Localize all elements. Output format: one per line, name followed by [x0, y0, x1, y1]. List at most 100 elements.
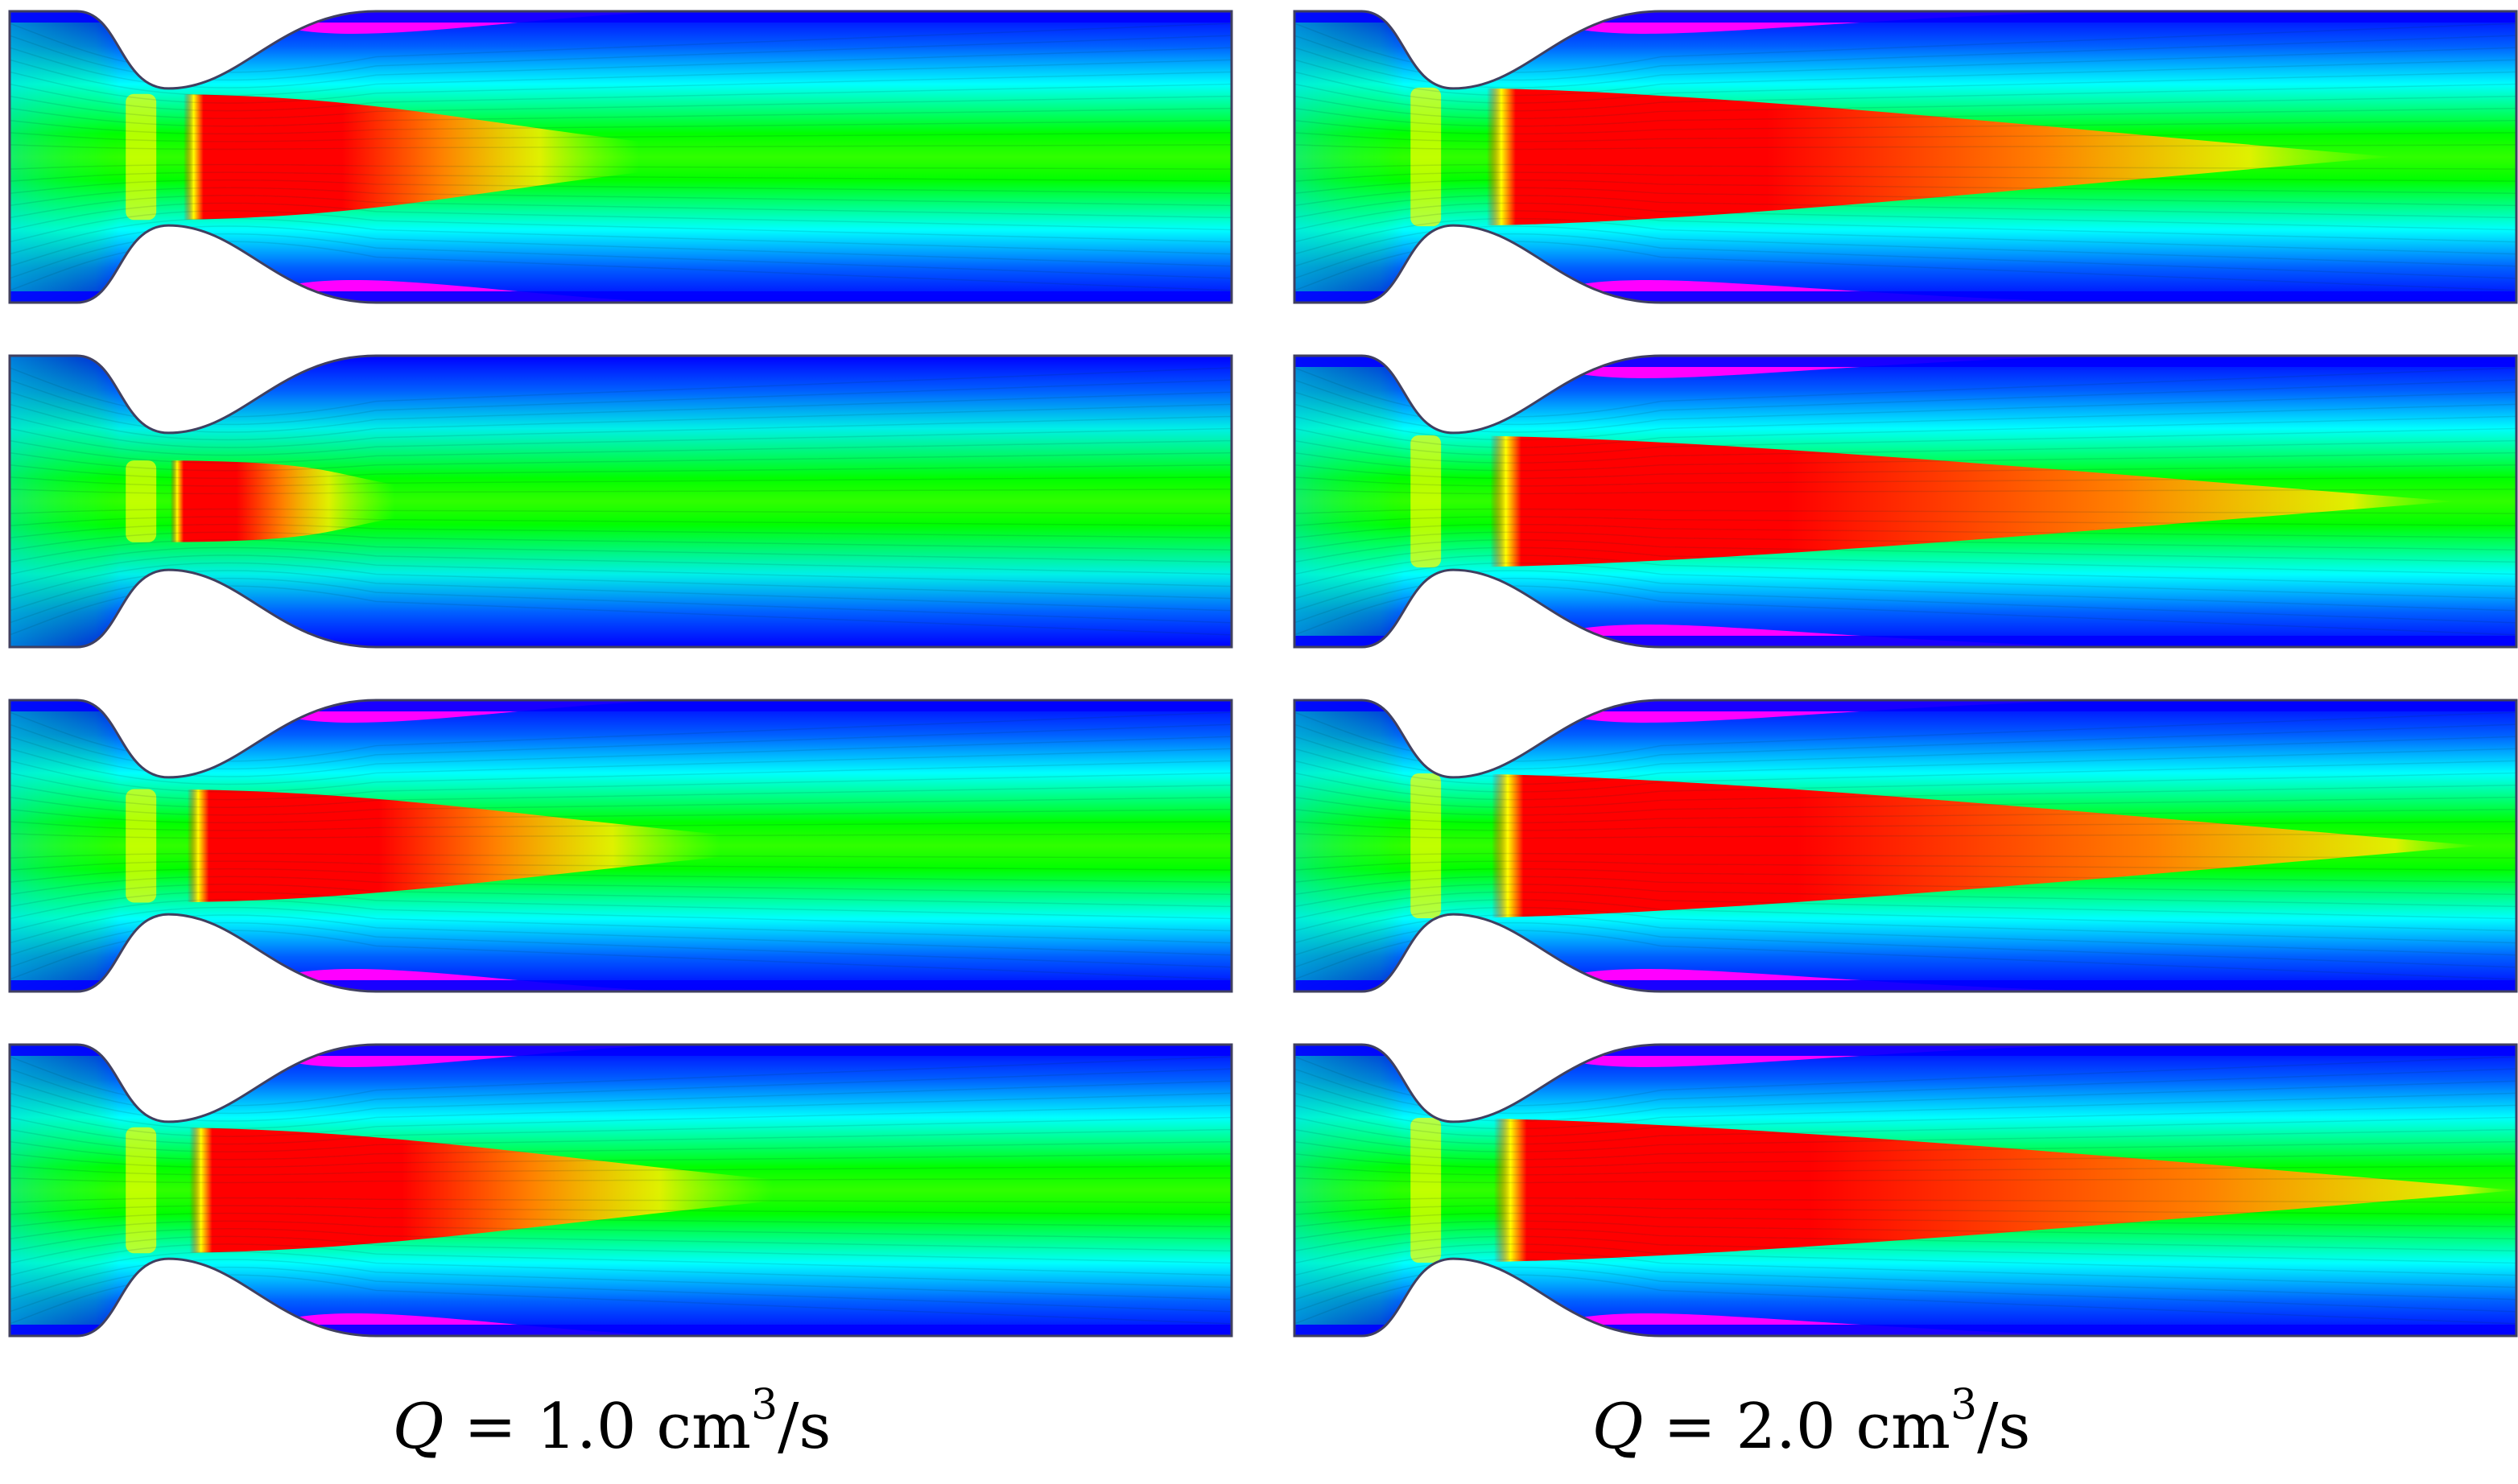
contour-line	[1294, 1197, 2516, 1203]
contour-line	[10, 1251, 1232, 1288]
contour-line	[1294, 772, 2516, 801]
contour-line	[1294, 1104, 2516, 1137]
wall-layer-top	[10, 700, 1232, 711]
jet-core	[143, 460, 584, 542]
contour-panel-right-3	[1294, 700, 2516, 991]
contour-line	[10, 1220, 1232, 1240]
contour-line	[10, 899, 1232, 932]
contour-line	[1294, 1140, 2516, 1160]
contour-line	[10, 144, 1232, 150]
contour-line	[1294, 796, 2516, 816]
contour-line	[10, 796, 1232, 816]
contour-line	[1294, 179, 2516, 194]
wall-layer-top	[10, 1045, 1232, 1056]
contour-line	[10, 906, 1232, 944]
contour-line	[1294, 1165, 2516, 1176]
contour-line	[1294, 1205, 2516, 1215]
wall-layer-top	[1294, 700, 2516, 711]
vessel-wall	[8, 1043, 1233, 1338]
contour-line	[1294, 132, 2516, 142]
contour-line	[1294, 516, 2516, 526]
contour-line	[10, 210, 1232, 243]
contour-line	[10, 1197, 1232, 1203]
contour-line	[1294, 202, 2516, 231]
contour-panel-right-4	[1294, 1045, 2516, 1336]
contour-line	[1294, 415, 2516, 448]
contour-line	[10, 179, 1232, 194]
vessel-wall	[8, 10, 1233, 304]
contour-line	[1294, 1212, 2516, 1227]
caption-flow-rate-right: Q = 2.0 cm3/s	[1449, 1383, 2173, 1471]
contour-line	[10, 163, 1232, 170]
contour-panel-left-1	[10, 11, 1232, 303]
contour-line	[1294, 1092, 2516, 1130]
contour-line	[10, 476, 1232, 487]
contour-line	[10, 451, 1232, 472]
contour-line	[1294, 451, 2516, 472]
caption-equals: =	[1643, 1391, 1736, 1463]
contour-line	[10, 488, 1232, 495]
contour-line	[1294, 1177, 2516, 1184]
contour-line	[10, 876, 1232, 896]
contour-line	[10, 1205, 1232, 1215]
caption-unit: cm	[1835, 1391, 1950, 1463]
jet-core	[143, 789, 865, 903]
caption-value: 1.0	[536, 1391, 637, 1463]
contour-line	[10, 1243, 1232, 1276]
contour-line	[10, 1235, 1232, 1264]
contour-line	[10, 1092, 1232, 1130]
contour-line	[1294, 508, 2516, 514]
vessel-wall	[1293, 354, 2518, 649]
contour-line	[10, 202, 1232, 231]
contour-line	[10, 1153, 1232, 1169]
contour-line	[10, 120, 1232, 135]
contour-line	[10, 772, 1232, 801]
contour-line	[1294, 554, 2516, 587]
contour-line	[1294, 539, 2516, 563]
contour-line	[10, 171, 1232, 182]
throat-rim	[1410, 1117, 1442, 1263]
contour-line	[10, 59, 1232, 97]
contour-line	[1294, 546, 2516, 575]
contour-panel-left-4	[10, 1045, 1232, 1336]
contour-line	[10, 546, 1232, 575]
contour-line	[1294, 531, 2516, 551]
contour-line	[10, 884, 1232, 908]
contour-line	[1294, 120, 2516, 135]
contour-line	[1294, 809, 2516, 824]
contour-line	[1294, 899, 2516, 932]
contour-panel-left-3	[10, 700, 1232, 991]
contour-line	[1294, 464, 2516, 480]
contour-line	[10, 821, 1232, 831]
throat-rim	[1410, 435, 1442, 568]
contour-line	[1294, 1153, 2516, 1169]
contour-line	[10, 1104, 1232, 1137]
contour-line	[1294, 884, 2516, 908]
wall-layer-bottom	[1294, 291, 2516, 303]
contour-line	[10, 562, 1232, 600]
caption-symbol: Q	[392, 1391, 444, 1463]
throat-rim	[1410, 773, 1442, 919]
caption-per: /s	[778, 1391, 832, 1463]
contour-line	[1294, 1251, 2516, 1288]
contour-line	[10, 809, 1232, 824]
contour-line	[1294, 1243, 2516, 1276]
contour-line	[1294, 1128, 2516, 1152]
jet-core	[1428, 87, 2395, 227]
wall-layer-bottom	[10, 291, 1232, 303]
contour-line	[10, 1128, 1232, 1152]
contour-line	[1294, 821, 2516, 831]
contour-line	[10, 439, 1232, 464]
jet-core	[143, 93, 804, 221]
contour-line	[1294, 876, 2516, 896]
contour-line	[10, 195, 1232, 219]
contour-line	[10, 554, 1232, 587]
contour-line	[1294, 210, 2516, 243]
contour-line	[10, 523, 1232, 538]
contour-line	[1294, 1116, 2516, 1145]
contour-line	[1294, 95, 2516, 119]
contour-line	[10, 1212, 1232, 1227]
caption-flow-rate-left: Q = 1.0 cm3/s	[250, 1383, 974, 1471]
contour-line	[10, 107, 1232, 127]
contour-line	[1294, 748, 2516, 785]
